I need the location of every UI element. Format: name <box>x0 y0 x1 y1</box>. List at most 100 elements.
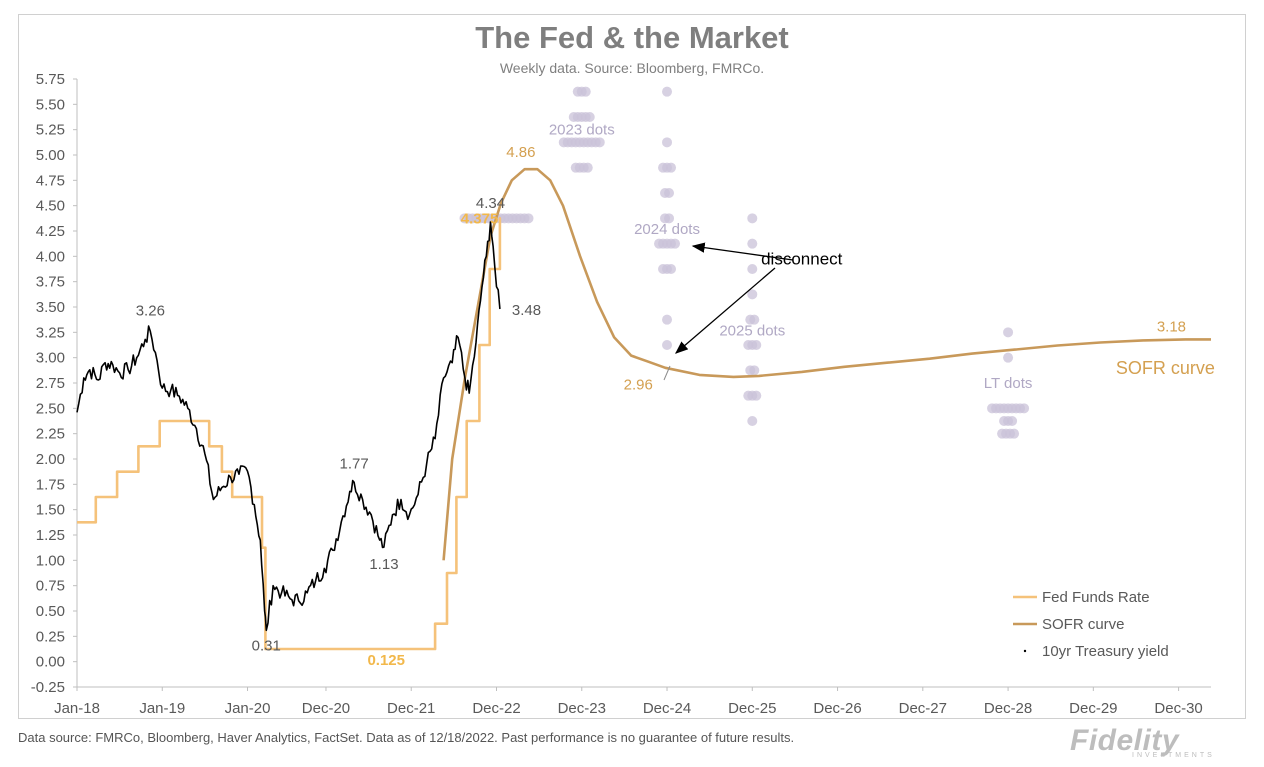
x-tick-label: Dec-23 <box>558 700 606 717</box>
annotation-label: 1.77 <box>340 455 369 472</box>
x-tick-label: Dec-28 <box>984 700 1032 717</box>
x-tick-label: Dec-26 <box>813 700 861 717</box>
x-tick-label: Jan-19 <box>139 700 185 717</box>
legend-label: Fed Funds Rate <box>1042 589 1150 606</box>
y-tick-label: 3.00 <box>36 350 65 367</box>
annotation-label: SOFR curve <box>1116 358 1215 378</box>
y-tick-label: 0.25 <box>36 628 65 645</box>
fed-dot <box>747 238 758 249</box>
annotation-label: 4.375 <box>461 210 499 227</box>
y-tick-label: 5.25 <box>36 122 65 139</box>
fed-dot <box>751 390 762 401</box>
y-tick-label: 3.75 <box>36 274 65 291</box>
y-tick-label: 5.00 <box>36 147 65 164</box>
fed-dot <box>662 137 673 148</box>
dot-plot-label: 2023 dots <box>549 122 615 139</box>
fed-dot <box>662 314 673 325</box>
y-tick-label: 3.25 <box>36 324 65 341</box>
x-tick-label: Dec-29 <box>1069 700 1117 717</box>
y-tick-label: 4.50 <box>36 198 65 215</box>
footer-note: Data source: FMRCo, Bloomberg, Haver Ana… <box>18 730 795 745</box>
leader-line <box>663 365 671 381</box>
annotation-label: 4.34 <box>476 195 505 212</box>
axes: 5.75 5.50 5.25 5.00 4.75 4.50 4.25 4.00 3.75 3.50… <box>31 71 1211 717</box>
legend-swatch <box>1023 649 1027 653</box>
fed-dot <box>662 86 673 97</box>
y-tick-label: 2.00 <box>36 451 65 468</box>
annotation-label: 3.18 <box>1157 318 1186 335</box>
annotation-label: 3.26 <box>136 302 165 319</box>
legend-label: SOFR curve <box>1042 616 1125 633</box>
fed-dot <box>747 213 758 224</box>
fed-dot <box>747 289 758 300</box>
x-tick-label: Dec-24 <box>643 700 691 717</box>
y-tick-label: 3.50 <box>36 299 65 316</box>
dot-plots: 2023 dots 2024 dots 2025 dots LT dots <box>459 86 1033 439</box>
chart-frame <box>18 14 1246 719</box>
fed-dot <box>747 264 758 274</box>
fed-dot <box>523 213 534 224</box>
fed-dot <box>747 416 758 426</box>
y-tick-label: 5.75 <box>36 71 65 88</box>
x-tick-label: Dec-20 <box>302 700 350 717</box>
annotation-label: 2.96 <box>624 377 653 394</box>
dot-plot-label: LT dots <box>984 375 1033 392</box>
fed-dot <box>594 137 605 148</box>
fed-dot <box>751 340 762 350</box>
fed-dot <box>582 162 593 173</box>
fed-dot <box>1003 327 1014 338</box>
fed-dot <box>664 188 675 198</box>
y-tick-label: 1.75 <box>36 476 65 493</box>
disconnect-arrow-2024 <box>691 242 794 261</box>
annotation-label: 0.125 <box>367 652 405 669</box>
y-tick-label: 2.75 <box>36 375 65 392</box>
x-tick-label: Dec-30 <box>1154 700 1202 717</box>
10yr-treasury-yield-line <box>76 221 501 632</box>
y-tick-label: 4.00 <box>36 248 65 265</box>
annotation-label: 3.48 <box>512 302 541 319</box>
legend: Fed Funds Rate SOFR curve 10yr Treasury yi… <box>1013 589 1169 660</box>
annotations: 3.26 0.31 1.77 1.13 4.34 3.48 4.86 4.375 0.125 2.… <box>136 144 1215 669</box>
fed-dot <box>666 162 677 173</box>
y-tick-label: -0.25 <box>31 679 65 696</box>
annotation-label: disconnect <box>761 249 843 268</box>
fed-dot <box>666 264 677 274</box>
fidelity-logo-sub: INVESTMENTS <box>1132 752 1215 759</box>
y-tick-label: 1.50 <box>36 502 65 519</box>
x-tick-label: Dec-21 <box>387 700 435 717</box>
fed-dot <box>664 213 675 224</box>
fed-dot <box>580 86 591 97</box>
sofr-curve-line <box>442 167 1211 561</box>
x-tick-label: Dec-25 <box>728 700 776 717</box>
fed-dot <box>584 112 595 122</box>
annotation-label: 0.31 <box>252 637 281 654</box>
y-tick-label: 0.50 <box>36 603 65 620</box>
y-tick-label: 2.25 <box>36 426 65 443</box>
dot-plot-label: 2024 dots <box>634 221 700 238</box>
x-tick-label: Jan-20 <box>225 700 271 717</box>
y-tick-label: 0.00 <box>36 654 65 671</box>
series-lines <box>76 167 1211 651</box>
y-tick-label: 4.75 <box>36 172 65 189</box>
fed-dot <box>1019 403 1030 414</box>
y-tick-label: 4.25 <box>36 223 65 240</box>
annotation-label: 4.86 <box>506 144 535 161</box>
fed-dot <box>662 340 673 350</box>
x-tick-label: Dec-27 <box>899 700 947 717</box>
chart-title: The Fed & the Market <box>475 20 789 55</box>
y-tick-label: 1.00 <box>36 552 65 569</box>
fed-dot <box>1007 416 1018 426</box>
x-tick-label: Jan-18 <box>54 700 100 717</box>
y-tick-label: 0.75 <box>36 578 65 595</box>
fidelity-logo: Fidelity <box>1070 724 1180 757</box>
fed-dot <box>749 365 760 376</box>
fed-dot <box>749 314 760 325</box>
y-tick-label: 5.50 <box>36 96 65 113</box>
y-tick-label: 1.25 <box>36 527 65 544</box>
x-tick-label: Dec-22 <box>472 700 520 717</box>
chart-subtitle: Weekly data. Source: Bloomberg, FMRCo. <box>499 60 765 76</box>
fed-dot <box>670 238 681 249</box>
fed-funds-rate-line <box>77 217 502 651</box>
annotation-label: 1.13 <box>369 556 398 573</box>
